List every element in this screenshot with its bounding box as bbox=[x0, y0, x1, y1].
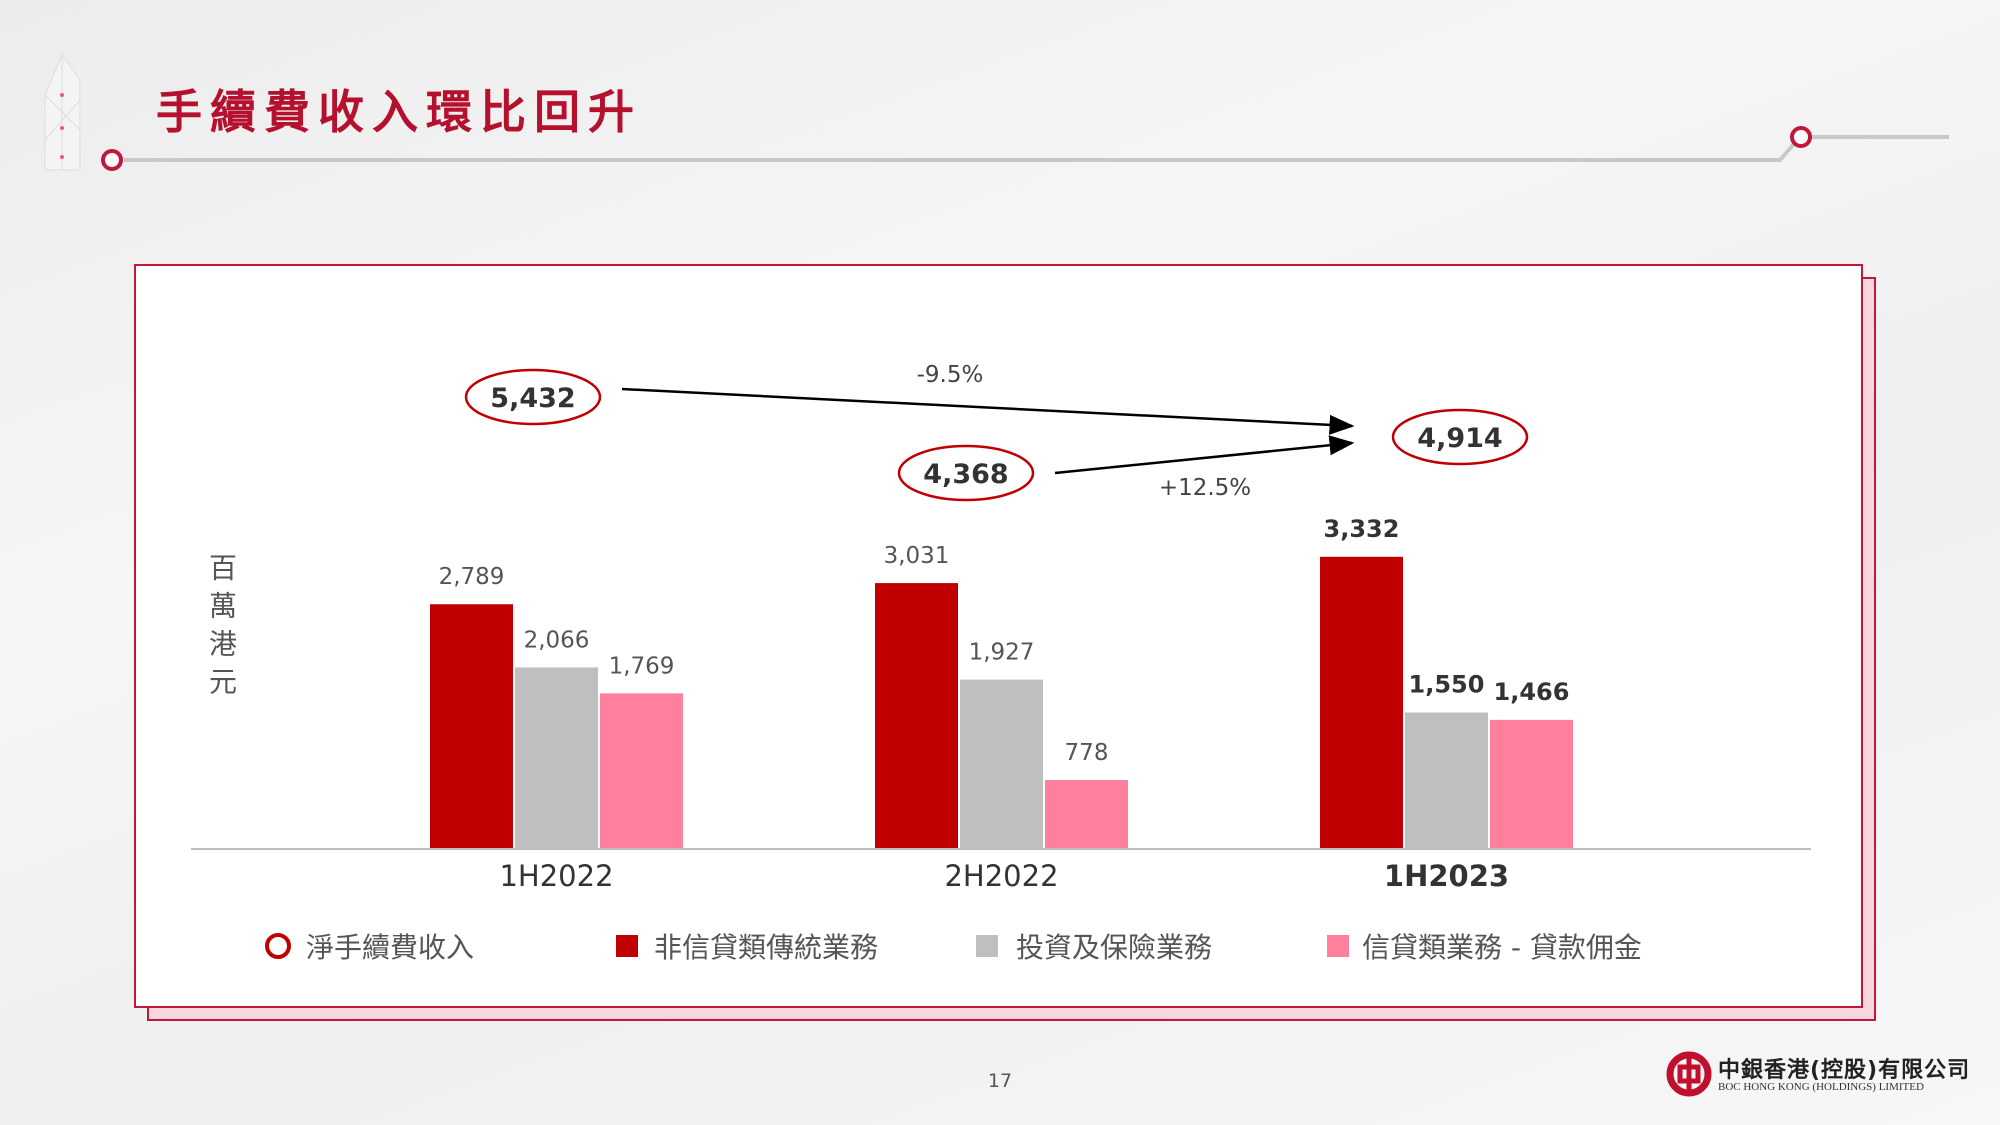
rule-node-right bbox=[1790, 126, 1812, 148]
legend-marker-series3 bbox=[1327, 935, 1349, 957]
data-label: 778 bbox=[1065, 740, 1109, 766]
legend-marker-series2 bbox=[976, 935, 998, 957]
annotation-hoh: +12.5% bbox=[1159, 475, 1251, 501]
bar-2H2022-series3 bbox=[1045, 780, 1128, 848]
chart-panel bbox=[134, 264, 1863, 1008]
bar-2H2022-series2 bbox=[960, 679, 1043, 848]
data-label: 1,466 bbox=[1494, 678, 1570, 706]
data-label: 2,789 bbox=[439, 564, 505, 590]
header-rule bbox=[124, 135, 1949, 162]
total-label: 4,368 bbox=[923, 459, 1008, 490]
trend-arrow-2 bbox=[1054, 435, 1355, 475]
legend-label: 信貸類業務 - 貸款佣金 bbox=[1362, 931, 1642, 964]
data-label: 3,332 bbox=[1324, 515, 1400, 543]
legend-marker-total bbox=[265, 933, 291, 959]
legend-label: 投資及保險業務 bbox=[1016, 931, 1212, 964]
logo-text-en: BOC HONG KONG (HOLDINGS) LIMITED bbox=[1718, 1081, 1924, 1093]
bar-1H2022-series3 bbox=[600, 693, 683, 848]
data-label: 1,550 bbox=[1409, 671, 1485, 699]
bar-1H2022-series2 bbox=[515, 667, 598, 848]
total-ellipse bbox=[464, 368, 602, 426]
data-label: 1,769 bbox=[609, 653, 675, 679]
x-tick-label: 1H2022 bbox=[499, 859, 613, 893]
total-ellipse bbox=[897, 444, 1035, 502]
data-label: 1,927 bbox=[969, 640, 1035, 666]
legend-label: 淨手續費收入 bbox=[306, 931, 474, 964]
logo-text-cn: 中銀香港(控股)有限公司 bbox=[1718, 1058, 1971, 1083]
total-ellipse bbox=[1391, 408, 1529, 466]
header-decoration bbox=[44, 53, 1949, 171]
y-axis-label: 百萬港元 bbox=[205, 553, 238, 705]
bar-1H2023-series1 bbox=[1320, 556, 1403, 848]
x-tick-label: 2H2022 bbox=[944, 859, 1058, 893]
data-label: 2,066 bbox=[524, 627, 590, 653]
bar-1H2023-series3 bbox=[1490, 719, 1573, 848]
x-tick-label: 1H2023 bbox=[1384, 859, 1509, 893]
page-title: 手續費收入環比回升 bbox=[156, 85, 642, 139]
annotation-yoy: -9.5% bbox=[917, 362, 984, 388]
legend-label: 非信貸類傳統業務 bbox=[654, 931, 878, 964]
legend-marker-series1 bbox=[616, 935, 638, 957]
legend: 淨手續費收入 非信貸類傳統業務 投資及保險業務 信貸類業務 - 貸款佣金 bbox=[265, 931, 1642, 964]
total-label: 4,914 bbox=[1417, 423, 1502, 454]
tower-icon bbox=[44, 53, 81, 171]
bar-1H2023-series2 bbox=[1405, 712, 1488, 848]
page-number: 17 bbox=[987, 1070, 1013, 1092]
trend-arrow-1 bbox=[621, 387, 1355, 435]
rule-node-left bbox=[101, 149, 123, 171]
bar-2H2022-series1 bbox=[875, 583, 958, 848]
data-label: 3,031 bbox=[884, 543, 950, 569]
boc-logo-icon bbox=[1666, 1051, 1712, 1097]
bar-1H2022-series1 bbox=[430, 604, 513, 848]
total-label: 5,432 bbox=[490, 383, 575, 414]
